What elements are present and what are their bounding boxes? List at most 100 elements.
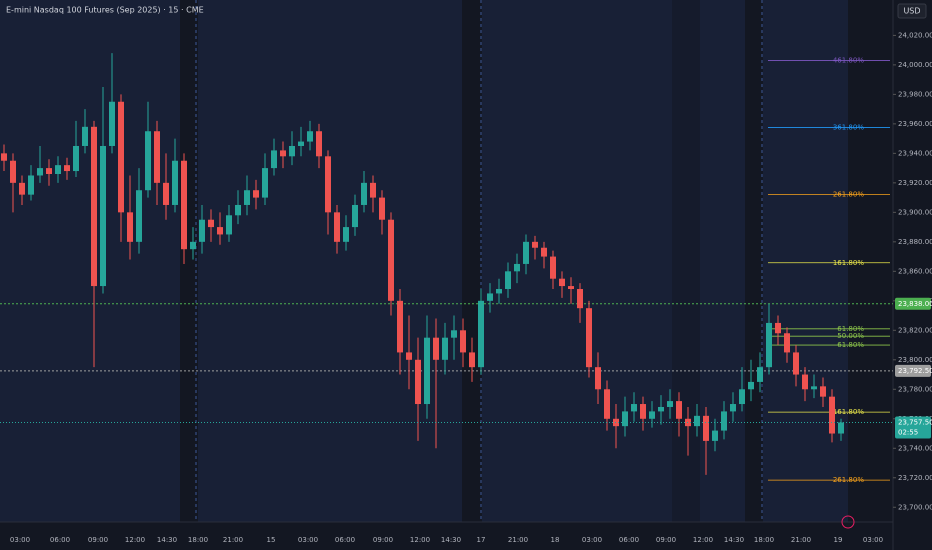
candle-body [649,411,655,419]
candle-body [316,131,322,157]
candle-body [433,337,439,360]
x-tick-label: 21:00 [791,536,811,544]
candle-body [28,175,34,195]
candle-body [514,263,520,272]
fib-label: 161.80% [833,408,864,416]
candle-body [586,308,592,368]
fib-label: 261.80% [833,191,864,199]
y-tick-label: 23,800.00 [898,356,932,364]
x-tick-label: 06:00 [335,536,355,544]
y-tick-label: 23,740.00 [898,444,932,452]
y-tick-label: 23,980.00 [898,90,932,98]
candle-body [361,182,367,205]
candle-body [820,386,826,397]
candle-body [811,386,817,390]
currency-button[interactable] [897,3,927,19]
candle-body [631,404,637,412]
candle-body [145,131,151,191]
candle-body [559,278,565,287]
candle-body [181,160,187,250]
candle-body [271,150,277,169]
event-icon[interactable] [841,515,855,529]
candle-body [289,145,295,157]
candle-body [82,126,88,146]
candle-body [478,300,484,368]
y-tick-label: 23,720.00 [898,474,932,482]
candle-body [379,197,385,220]
current-price-label: 23,757.50 [898,418,932,426]
session-shade [848,0,893,522]
candle-body [541,247,547,257]
candle-body [64,165,70,172]
x-tick-label: 21:00 [223,536,243,544]
x-tick-label: 21:00 [508,536,528,544]
candle-body [172,160,178,205]
candle-body [127,212,133,242]
chart-title: E-mini Nasdaq 100 Futures (Sep 2025) · 1… [6,6,204,15]
y-tick-label: 23,780.00 [898,385,932,393]
candle-body [325,156,331,213]
candle-body [217,227,223,235]
y-tick-label: 23,860.00 [898,267,932,275]
current-price-tag [895,416,931,439]
x-tick-label: 14:30 [157,536,177,544]
candle-body [406,352,412,360]
candle-body [838,422,844,434]
candle-body [766,322,772,368]
x-tick-label: 12:00 [125,536,145,544]
y-tick-label: 23,880.00 [898,238,932,246]
candle-body [550,256,556,279]
candle-body [523,241,529,264]
candle-body [100,145,106,287]
x-tick-label: 03:00 [10,536,30,544]
candle-body [208,219,214,228]
candle-body [388,219,394,301]
candle-body [451,330,457,338]
candle-body [244,190,250,205]
candle-body [757,367,763,382]
candle-body [595,367,601,390]
candle-body [226,215,232,235]
candle-body [775,322,781,334]
candle-body [73,145,79,172]
candle-body [370,182,376,198]
session-shade [672,0,700,522]
candle-body [802,374,808,390]
countdown: 02:55 [898,428,918,436]
price-tag-label: 23,838.00 [898,300,932,308]
candle-body [415,359,421,405]
x-tick-label: 18 [551,536,560,544]
y-tick-label: 23,900.00 [898,208,932,216]
x-tick-label: 14:30 [441,536,461,544]
candle-body [721,411,727,431]
candle-body [568,286,574,290]
x-tick-label: 18:00 [754,536,774,544]
candle-body [793,352,799,375]
fib-label: 161.80% [833,259,864,267]
candle-body [343,227,349,242]
candle-body [676,401,682,419]
candle-body [199,219,205,242]
x-tick-label: 06:00 [619,536,639,544]
candle-body [46,168,52,174]
candle-body [163,182,169,205]
candle-body [118,101,124,213]
candle-body [577,289,583,309]
y-tick-label: 24,020.00 [898,31,932,39]
fib-label: 61.80% [837,325,864,333]
candle-body [730,404,736,412]
currency-label[interactable]: USD [903,7,920,16]
x-tick-label: 17 [477,536,486,544]
candle-body [667,401,673,407]
candle-body [307,131,313,142]
candle-body [424,337,430,405]
candle-body [658,406,664,412]
candle-body [640,404,646,419]
x-tick-label: 09:00 [88,536,108,544]
candle-body [505,271,511,290]
fib-label: 361.80% [833,124,864,132]
candle-body [397,300,403,353]
candle-body [352,204,358,228]
candle-body [280,150,286,157]
candle-body [487,293,493,301]
